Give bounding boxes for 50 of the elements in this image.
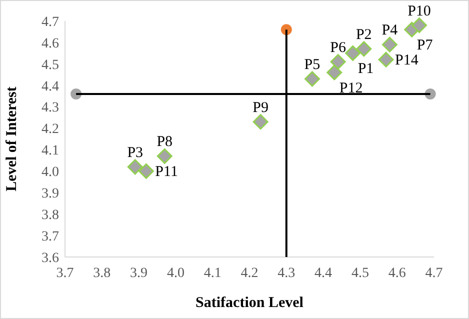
series-label: P12 [339, 80, 363, 96]
point [127, 159, 143, 175]
y-tick-label: 3.7 [42, 229, 59, 244]
point [156, 148, 172, 164]
y-tick-label: 3.9 [42, 186, 59, 202]
series-label: P10 [408, 3, 431, 20]
point [138, 163, 154, 179]
point [252, 114, 268, 130]
point [356, 41, 372, 57]
x-axis-title: Satifaction Level [196, 295, 304, 311]
y-axis-title: Level of Interest [4, 86, 20, 192]
y-tick-label: 3.8 [42, 208, 59, 223]
y-tick-label: 4.5 [42, 58, 59, 73]
y-tick-label: 3.6 [42, 250, 59, 266]
x-tick-label: 4.7 [425, 266, 443, 281]
series-label: P5 [304, 56, 320, 73]
series-label: P8 [156, 134, 173, 150]
y-tick-label: 4.7 [42, 14, 59, 30]
point [326, 64, 342, 80]
x-tick-label: 3.9 [130, 266, 148, 281]
y-tick-label: 4.4 [42, 79, 59, 94]
point [411, 18, 427, 34]
series-label: P2 [356, 26, 372, 43]
x-tick-label: 4.0 [166, 266, 184, 281]
series-label: P1 [358, 61, 374, 78]
point [345, 45, 361, 61]
point [304, 71, 320, 87]
x-tick-label: 4.3 [278, 266, 296, 281]
x-tick-label: 3.7 [56, 266, 74, 281]
series-label: P14 [395, 52, 419, 69]
series-label: P9 [252, 100, 268, 116]
point [382, 36, 398, 52]
series-label: P7 [416, 38, 434, 54]
x-tick-label: 4.5 [351, 266, 369, 281]
x-tick-label: 4.6 [388, 266, 406, 281]
y-tick-label: 4.1 [42, 144, 59, 159]
x-tick-label: 3.8 [93, 266, 111, 281]
x-tick-label: 4.2 [240, 266, 258, 281]
x-tick-label: 4.4 [314, 266, 332, 281]
point [378, 52, 394, 68]
y-tick-label: 4.0 [42, 165, 59, 180]
series-label: P3 [127, 144, 144, 161]
y-tick-label: 4.6 [42, 36, 59, 52]
point [330, 54, 346, 70]
y-tick-label: 4.3 [42, 100, 59, 116]
series-label: P6 [330, 40, 346, 56]
y-tick-label: 4.2 [42, 122, 59, 138]
series-label: P11 [155, 164, 178, 180]
x-tick-label: 4.1 [204, 266, 222, 281]
series-label: P4 [382, 22, 398, 39]
